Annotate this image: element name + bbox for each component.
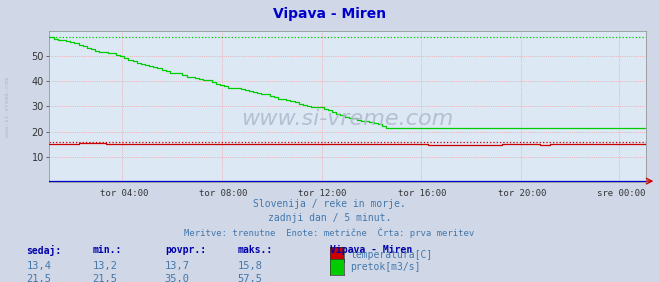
Text: sre 00:00: sre 00:00 [596,189,645,198]
Text: tor 20:00: tor 20:00 [498,189,546,198]
Text: Slovenija / reke in morje.: Slovenija / reke in morje. [253,199,406,209]
Text: min.:: min.: [92,245,122,255]
Text: 15,8: 15,8 [237,261,262,271]
Text: temperatura[C]: temperatura[C] [351,250,433,259]
Text: www.si-vreme.com: www.si-vreme.com [241,109,454,129]
Text: 13,7: 13,7 [165,261,190,271]
Text: 21,5: 21,5 [92,274,117,282]
Text: zadnji dan / 5 minut.: zadnji dan / 5 minut. [268,213,391,223]
Text: Vipava - Miren: Vipava - Miren [273,7,386,21]
Text: tor 08:00: tor 08:00 [200,189,248,198]
Text: www.si-vreme.com: www.si-vreme.com [5,77,11,137]
Text: tor 12:00: tor 12:00 [299,189,347,198]
Text: 13,4: 13,4 [26,261,51,271]
Text: Vipava - Miren: Vipava - Miren [330,245,412,255]
Text: 35,0: 35,0 [165,274,190,282]
Text: povpr.:: povpr.: [165,245,206,255]
Text: Meritve: trenutne  Enote: metrične  Črta: prva meritev: Meritve: trenutne Enote: metrične Črta: … [185,227,474,237]
Text: maks.:: maks.: [237,245,272,255]
Text: 13,2: 13,2 [92,261,117,271]
Text: pretok[m3/s]: pretok[m3/s] [351,262,421,272]
Text: 21,5: 21,5 [26,274,51,282]
Text: 57,5: 57,5 [237,274,262,282]
Text: tor 16:00: tor 16:00 [398,189,446,198]
Text: tor 04:00: tor 04:00 [100,189,148,198]
Text: sedaj:: sedaj: [26,245,61,256]
